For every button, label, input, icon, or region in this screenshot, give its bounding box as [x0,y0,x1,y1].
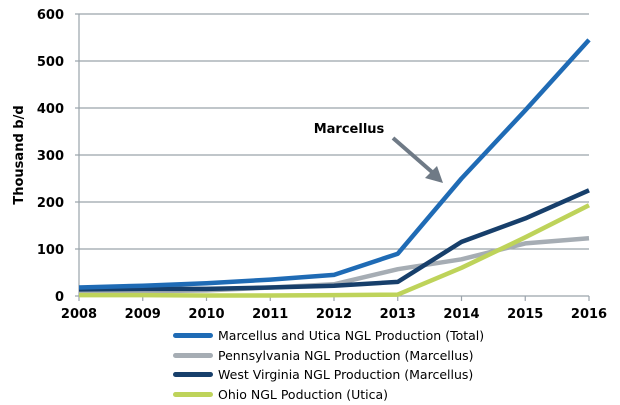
x-tick-label: 2014 [443,307,479,322]
legend-label: Pennsylvania NGL Production (Marcellus) [218,347,474,363]
y-axis-label: Thousand b/d [12,105,27,204]
series-line-2 [78,188,590,292]
legend-swatch [173,372,213,378]
x-tick-label: 2012 [316,307,352,322]
x-tick-label: 2016 [571,307,607,322]
series-line-3 [79,203,591,298]
x-tick-labels: 2008 2009 2010 2011 2012 2013 2014 2015 2016 [61,307,607,322]
legend-swatch [173,333,213,339]
legend-item: West Virginia NGL Production (Marcellus) [173,365,484,385]
y-tick-label: 400 [37,102,64,117]
legend-label: Marcellus and Utica NGL Production (Tota… [218,328,485,344]
legend-label: West Virginia NGL Production (Marcellus) [218,367,474,383]
annotation-arrow-shaft [391,136,434,174]
x-tick-label: 2010 [188,307,224,322]
x-tick-label: 2009 [125,307,161,322]
legend-swatch [173,391,213,397]
y-tick-label: 300 [37,149,64,164]
legend-item: Ohio NGL Poduction (Utica) [173,385,484,405]
y-tick-label: 500 [37,55,64,70]
chart: 2008 2009 2010 2011 2012 2013 2014 2015 2016 0 10… [12,8,607,322]
x-tick-label: 2008 [61,307,97,322]
axes [75,13,590,301]
y-tick-label: 200 [37,196,64,211]
y-tick-label: 100 [37,243,64,258]
legend-item: Pennsylvania NGL Production (Marcellus) [173,346,484,366]
annotation: Marcellus [314,122,443,183]
y-tick-label: 600 [37,8,64,23]
series-lines [78,38,591,298]
legend-item: Marcellus and Utica NGL Production (Tota… [173,326,484,346]
y-tick-label: 0 [55,290,64,305]
x-tick-label: 2011 [252,307,288,322]
y-tick-labels: 0 100 200 300 400 500 600 [37,8,64,305]
x-tick-label: 2013 [380,307,416,322]
annotation-arrow-head [425,166,443,183]
series-line-0 [78,38,591,290]
x-tick-label: 2015 [507,307,543,322]
legend-label: Ohio NGL Poduction (Utica) [218,386,389,402]
legend-swatch [173,352,213,358]
legend: Marcellus and Utica NGL Production (Tota… [173,326,484,404]
annotation-label: Marcellus [314,122,385,137]
